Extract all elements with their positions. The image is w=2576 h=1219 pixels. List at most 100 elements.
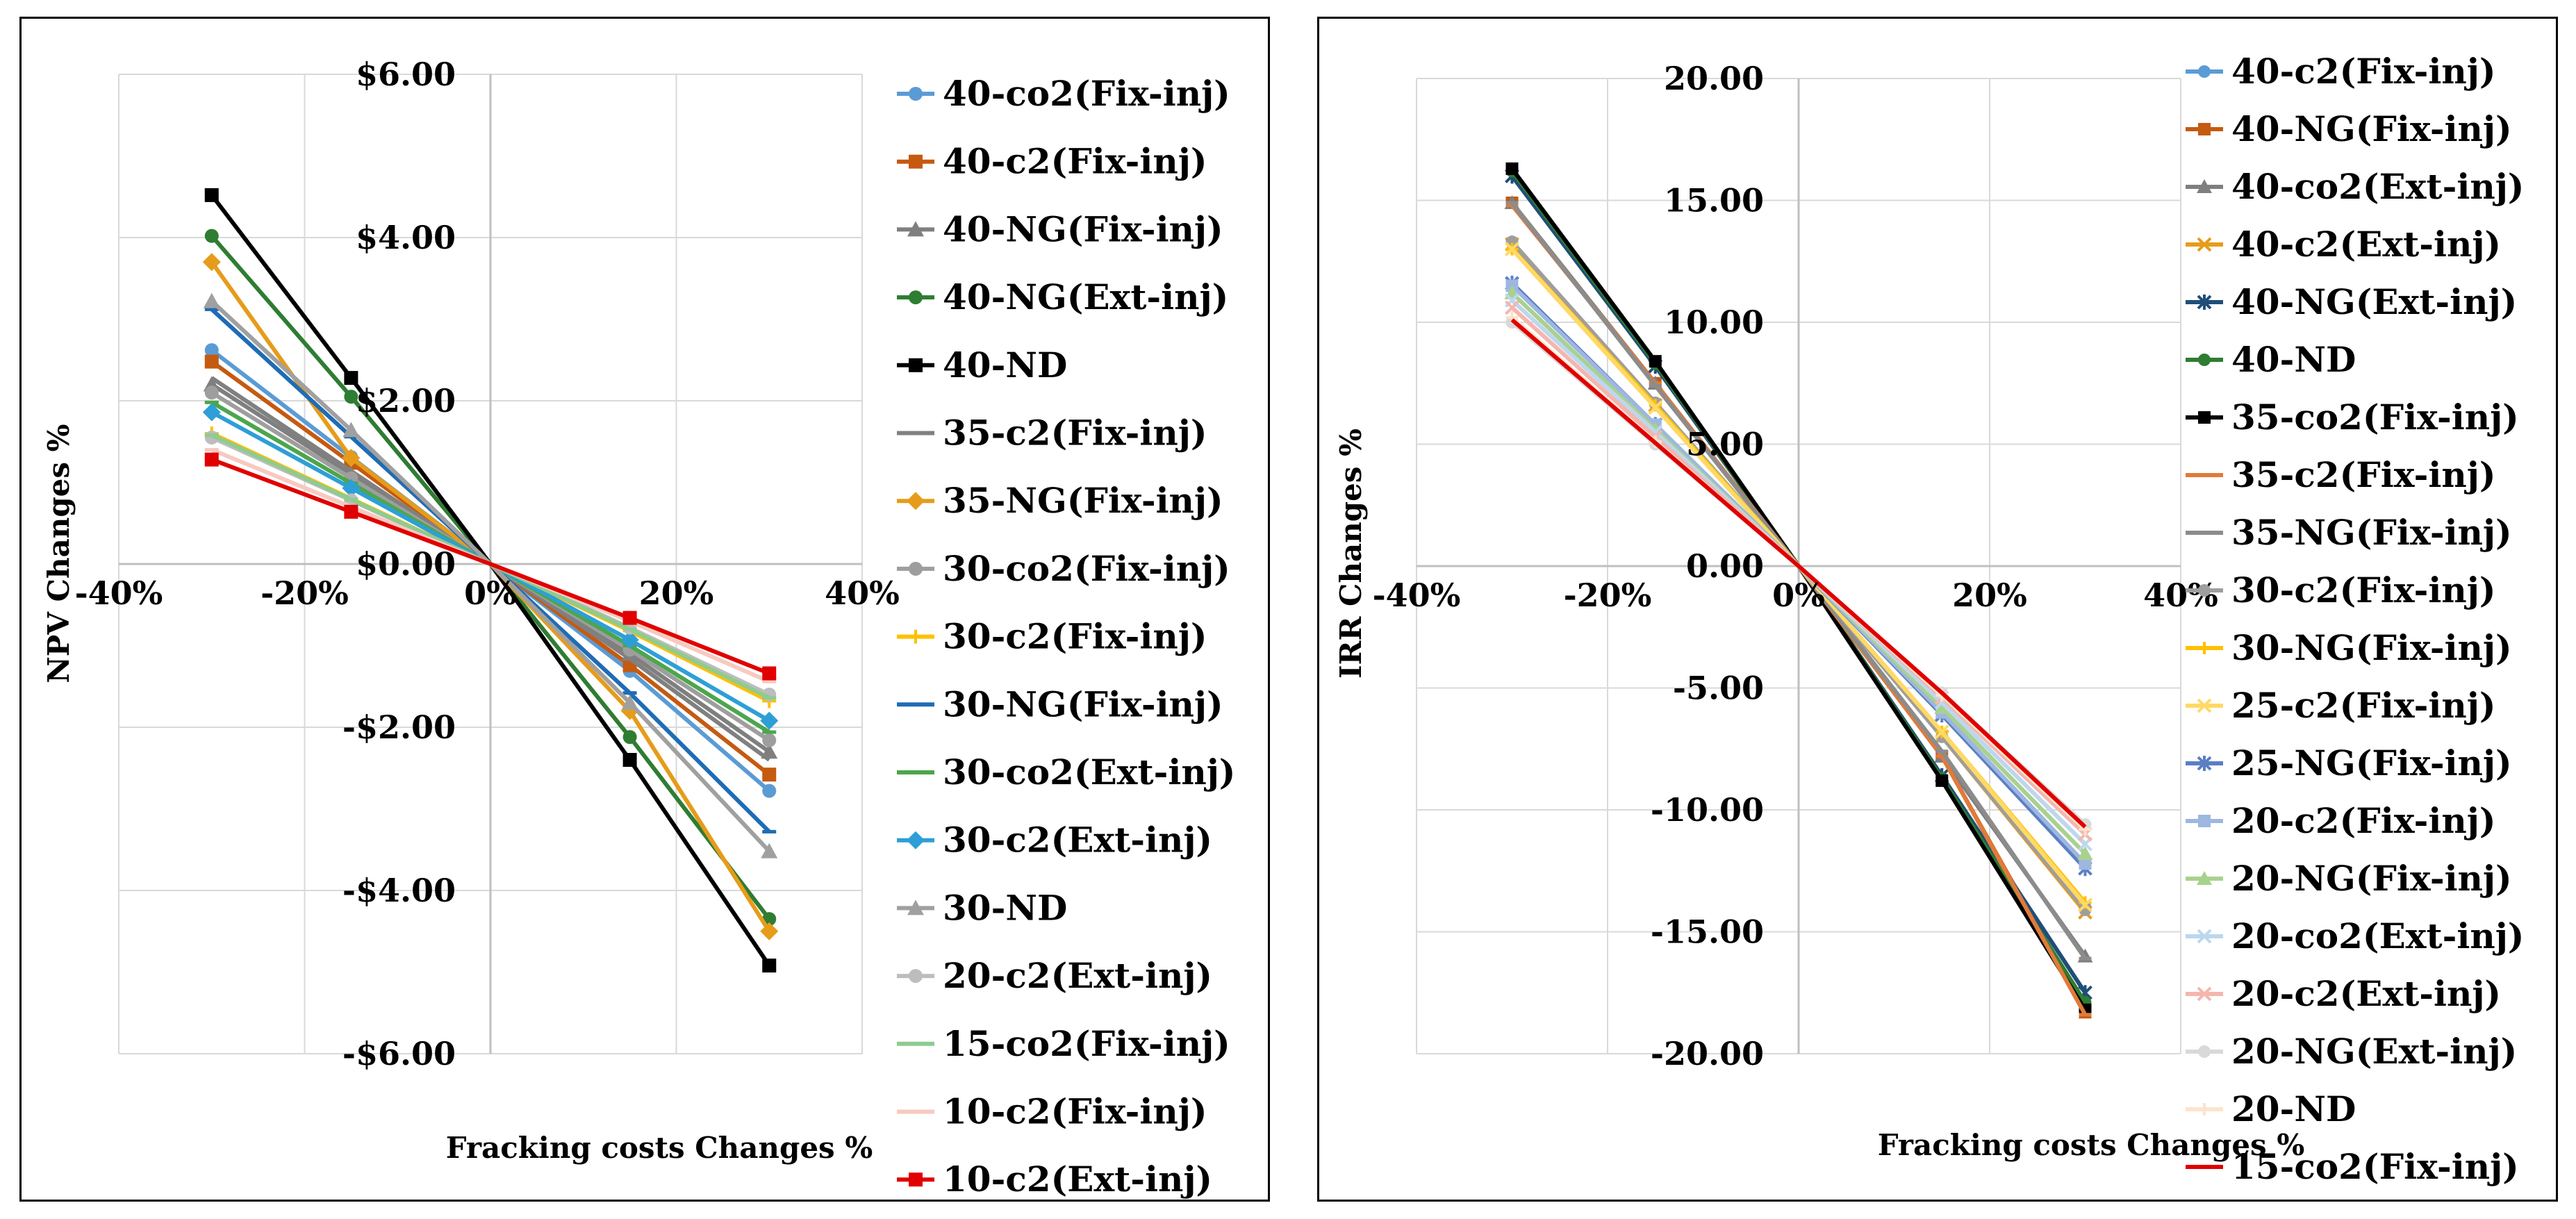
x-tick-label: 0%: [1772, 577, 1825, 614]
legend-item: 20-NG(Ext-inj): [2186, 1031, 2517, 1072]
legend-item: 40-NG(Ext-inj): [2186, 281, 2517, 322]
data-point: [762, 783, 777, 798]
legend-label: 10-c2(Fix-inj): [943, 1091, 1207, 1132]
data-point: [762, 730, 777, 734]
legend-label: 20-NG(Ext-inj): [2231, 1031, 2517, 1072]
data-point: [203, 292, 220, 308]
legend-marker: [2198, 1045, 2211, 1058]
legend-label: 30-c2(Fix-inj): [2231, 570, 2496, 611]
legend-label: 30-co2(Ext-inj): [943, 752, 1235, 793]
legend-label: 40-co2(Ext-inj): [2231, 166, 2524, 207]
legend-marker: [909, 702, 923, 706]
data-point: [2078, 897, 2092, 913]
data-point: [204, 400, 219, 404]
y-tick-label: -$6.00: [342, 1035, 456, 1072]
data-point: [621, 694, 638, 710]
data-point: [1649, 355, 1662, 368]
data-point: [1505, 201, 1519, 205]
data-point: [1648, 400, 1663, 415]
legend-item: 40-NG(Fix-inj): [897, 208, 1223, 249]
legend-marker: [2198, 65, 2211, 78]
data-point: [344, 371, 358, 385]
legend-label: 35-NG(Fix-inj): [943, 480, 1223, 521]
legend-label: 10-c2(Ext-inj): [943, 1159, 1212, 1200]
series-group: [202, 188, 779, 973]
legend-label: 25-c2(Fix-inj): [2231, 685, 2496, 726]
data-point: [1934, 724, 1949, 740]
y-tick-label: -5.00: [1673, 670, 1764, 707]
npv-chart: -40% -20% 0% 20% 40% $6.00 $4.00 $2.00 $0.00 -$2.…: [42, 56, 1235, 1200]
legend-marker: [909, 290, 923, 305]
legend-item: 15-co2(Fix-inj): [2186, 1146, 2519, 1187]
data-point: [2079, 956, 2092, 961]
legend-marker: [909, 561, 923, 576]
y-axis-title: IRR Changes %: [1334, 429, 1368, 679]
data-point: [202, 253, 221, 272]
legend-marker: [909, 629, 923, 644]
x-tick-label: -20%: [261, 574, 349, 612]
y-tick-label: 10.00: [1664, 304, 1764, 341]
legend-label: 40-c2(Fix-inj): [2231, 51, 2496, 92]
legend-item: 30-NG(Fix-inj): [2186, 627, 2512, 668]
legend-label: 40-ND: [943, 345, 1067, 385]
legend-item: 35-co2(Fix-inj): [2186, 397, 2519, 438]
legend-marker: [2197, 986, 2212, 1002]
legend-label: 20-c2(Ext-inj): [943, 955, 1212, 996]
series-line-19: [1510, 318, 2087, 829]
data-point: [622, 730, 637, 745]
data-point: [1649, 383, 1662, 388]
data-point: [762, 666, 777, 681]
legend-label: 30-NG(Fix-inj): [2231, 627, 2512, 668]
data-point: [760, 711, 779, 730]
legend-label: 30-ND: [943, 887, 1067, 928]
y-tick-label: $2.00: [356, 382, 456, 420]
legend-item: 20-NG(Fix-inj): [2186, 858, 2512, 899]
legend-marker: [2197, 698, 2212, 713]
legend-label: 20-c2(Ext-inj): [2231, 973, 2501, 1014]
legend-marker: [909, 87, 923, 101]
x-axis-title: Fracking costs Changes %: [1878, 1128, 2304, 1162]
data-point: [342, 479, 361, 497]
data-point: [761, 843, 778, 859]
legend-label: 30-co2(Fix-inj): [943, 548, 1230, 589]
legend-item: 35-c2(Fix-inj): [897, 413, 1207, 454]
legend-label: 40-NG(Fix-inj): [943, 208, 1223, 249]
data-point: [344, 504, 358, 519]
data-point: [344, 390, 358, 404]
data-point: [1505, 162, 1519, 175]
legend-marker: [2198, 642, 2211, 654]
legend-label: 40-c2(Ext-inj): [2231, 224, 2501, 265]
y-tick-label: -15.00: [1651, 913, 1764, 951]
y-tick-label: $4.00: [356, 219, 456, 256]
legend-label: 40-co2(Fix-inj): [943, 73, 1230, 114]
x-tick-label: -40%: [1373, 577, 1461, 614]
legend-label: 20-c2(Fix-inj): [2231, 800, 2496, 841]
legend-item: 20-c2(Ext-inj): [897, 955, 1212, 996]
legend-marker: [909, 1172, 923, 1187]
x-tick-label: 20%: [639, 574, 714, 612]
data-point: [622, 627, 637, 631]
x-tick-label: -40%: [75, 574, 163, 612]
legend-marker: [2198, 354, 2211, 366]
legend-item: 40-c2(Fix-inj): [897, 141, 1207, 182]
data-point: [622, 691, 637, 695]
legend-marker: [2198, 531, 2211, 535]
legend-marker: [909, 1042, 923, 1046]
data-point: [622, 753, 637, 767]
legend-item: 30-ND: [897, 887, 1067, 928]
data-point: [202, 403, 221, 422]
legend-marker: [2197, 179, 2212, 193]
legend-label: 20-co2(Ext-inj): [2231, 915, 2524, 956]
x-tick-label: 20%: [1952, 577, 2027, 614]
data-point: [204, 448, 219, 451]
legend-marker: [2198, 473, 2211, 477]
legend-item: 30-co2(Ext-inj): [897, 752, 1235, 793]
legend-label: 40-NG(Ext-inj): [943, 276, 1228, 317]
legend-label: 40-NG(Ext-inj): [2231, 281, 2517, 322]
legend-item: 35-NG(Fix-inj): [2186, 512, 2512, 553]
data-point: [204, 343, 219, 358]
y-tick-label: -$4.00: [342, 872, 456, 909]
data-point: [762, 829, 777, 834]
data-point: [2077, 846, 2093, 861]
data-point: [760, 922, 779, 940]
